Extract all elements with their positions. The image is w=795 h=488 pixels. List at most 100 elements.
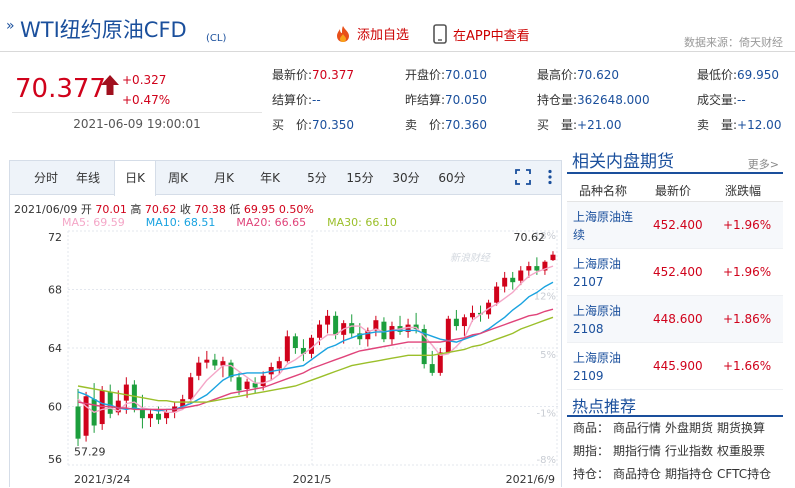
candle-body <box>365 330 371 340</box>
candle-body <box>461 317 467 327</box>
hot-topic-row: 持仓： 商品持仓 期指持仓 CFTC持仓 <box>567 463 783 486</box>
futures-name[interactable]: 上海原油2109 <box>573 351 622 383</box>
col-change: 涨跌幅 <box>725 184 762 198</box>
tab-period[interactable]: 30分 <box>392 171 420 185</box>
quote-value: -- <box>737 93 746 107</box>
candle-body <box>389 326 395 340</box>
candle-body <box>75 406 81 439</box>
fullscreen-icon[interactable] <box>515 169 531 185</box>
ma-line <box>77 316 554 403</box>
futures-change: +1.86% <box>723 312 772 326</box>
hot-topics-title: 热点推荐 <box>572 397 637 416</box>
futures-price: 452.400 <box>653 265 703 279</box>
candle-body <box>333 315 339 335</box>
view-in-app-button[interactable]: 在APP中查看 <box>433 24 530 44</box>
ma20-legend: MA20: 66.65 <box>236 216 307 229</box>
candle-body <box>437 352 443 373</box>
candle-body <box>421 328 427 365</box>
futures-price: 452.400 <box>653 218 703 232</box>
hot-topic-link[interactable]: CFTC持仓 <box>717 467 772 481</box>
more-link[interactable]: 更多> <box>747 158 779 171</box>
futures-row[interactable]: 上海原油连续 452.400 +1.96% <box>567 202 783 249</box>
view-in-app-label: 在APP中查看 <box>453 28 530 44</box>
hot-topics-header: 热点推荐 <box>567 390 783 417</box>
max-price-label: 70.62 <box>513 231 545 244</box>
futures-row[interactable]: 上海原油2107 452.400 +1.96% <box>567 249 783 296</box>
quote-row: 买 价:70.350 卖 价:70.360 买 量:+21.00 卖 量:+12.00 <box>272 116 792 141</box>
hot-topic-link[interactable]: 期货换算 <box>717 421 766 435</box>
x-axis-label: 2021/3/24 <box>74 473 130 486</box>
tab-period[interactable]: 月K <box>214 171 234 185</box>
tab-period[interactable]: 15分 <box>346 171 374 185</box>
ma-line <box>77 308 554 411</box>
quote-timestamp: 2021-06-09 19:00:01 <box>12 112 262 131</box>
hot-topic-link[interactable]: 外盘期货 <box>665 421 714 435</box>
quote-grid: 最新价:70.377 开盘价:70.010 最高价:70.620 最低价:69.950… <box>272 66 792 141</box>
tab-period[interactable]: 周K <box>168 171 188 185</box>
candle-body <box>212 359 218 366</box>
ma5-legend: MA5: 69.59 <box>62 216 125 229</box>
candle-body <box>107 391 113 414</box>
candle-body <box>325 315 331 325</box>
hot-topic-link[interactable]: 期指持仓 <box>665 467 714 481</box>
info-open-label: 开 <box>80 203 92 216</box>
candle-body <box>453 318 459 327</box>
percent-tick-label: -1% <box>537 409 556 420</box>
quote-cell: 持仓量:362648.000 <box>537 91 650 108</box>
tab-period[interactable]: 日K <box>114 161 156 196</box>
futures-name[interactable]: 上海原油2107 <box>573 257 622 289</box>
futures-row[interactable]: 上海原油2108 448.600 +1.86% <box>567 296 783 343</box>
candle-body <box>292 336 298 348</box>
data-source: 数据来源：倚天财经 <box>684 36 783 49</box>
candle-body <box>381 321 387 340</box>
candle-body <box>188 377 194 400</box>
tab-period[interactable]: 年线 <box>75 171 100 185</box>
quote-cell: 结算价:-- <box>272 91 321 108</box>
quote-cell: 昨结算:70.050 <box>405 91 487 108</box>
tab-period[interactable]: 60分 <box>438 171 466 185</box>
quote-label: 最低价: <box>697 68 738 82</box>
add-favorite-button[interactable]: 添加自选 <box>334 24 409 43</box>
quote-value: 69.950 <box>737 68 780 82</box>
futures-row[interactable]: 上海原油2109 445.900 +1.66% <box>567 343 783 390</box>
futures-name[interactable]: 上海原油连续 <box>573 210 634 242</box>
candle-body <box>156 413 162 420</box>
col-name: 品种名称 <box>579 184 628 198</box>
tab-period[interactable]: 5分 <box>307 171 327 185</box>
candle-body <box>405 324 411 332</box>
candle-body <box>284 336 290 362</box>
hot-topic-label: 期指： <box>573 444 610 458</box>
futures-name[interactable]: 上海原油2108 <box>573 304 622 336</box>
info-open: 70.01 <box>95 203 127 216</box>
candle-body <box>260 375 266 387</box>
hot-topic-row: 商品： 商品行情 外盘期货 期货换算 <box>567 417 783 440</box>
hot-topics-list: 商品： 商品行情 外盘期货 期货换算期指： 期指行情 行业指数 权重股票持仓： 商品持仓 期指持… <box>567 417 783 486</box>
quote-label: 昨结算: <box>405 93 446 107</box>
hot-topic-link[interactable]: 商品持仓 <box>613 467 662 481</box>
col-price: 最新价 <box>655 184 692 198</box>
candle-body <box>204 359 210 363</box>
kline-chart[interactable]: 新浪财经 72 68 64 60 56 18% 12% 5% -1% -8% 70.62 57.29 20… <box>10 229 561 488</box>
info-date: 2021/06/09 <box>14 203 78 216</box>
quote-cell: 最高价:70.620 <box>537 66 619 83</box>
tab-period[interactable]: 分时 <box>33 171 58 185</box>
candle-body <box>550 254 556 261</box>
candle-body <box>469 312 475 318</box>
hot-topic-link[interactable]: 商品行情 <box>613 421 662 435</box>
quote-row: 结算价:-- 昨结算:70.050 持仓量:362648.000 成交量:-- <box>272 91 792 116</box>
more-options-icon[interactable] <box>547 169 553 185</box>
info-close: 70.38 <box>194 203 226 216</box>
candle-body <box>413 324 419 329</box>
hot-topic-link[interactable]: 行业指数 <box>665 444 714 458</box>
tab-period[interactable]: 年K <box>260 171 280 185</box>
up-arrow-icon <box>101 75 119 95</box>
flame-icon <box>337 25 349 42</box>
candle-body <box>180 399 186 407</box>
hot-topic-link[interactable]: 权重股票 <box>717 444 766 458</box>
quote-label: 开盘价: <box>405 68 446 82</box>
futures-change: +1.96% <box>723 265 772 279</box>
chart-period-tabs: 60分 30分 15分 5分 年K 月K 周K 日K 年线 分时 <box>10 161 561 196</box>
kline-chart-panel: 60分 30分 15分 5分 年K 月K 周K 日K 年线 分时 2021/06/09 开 70.… <box>9 160 562 487</box>
hot-topic-link[interactable]: 期指行情 <box>613 444 662 458</box>
candle-body <box>502 277 508 287</box>
